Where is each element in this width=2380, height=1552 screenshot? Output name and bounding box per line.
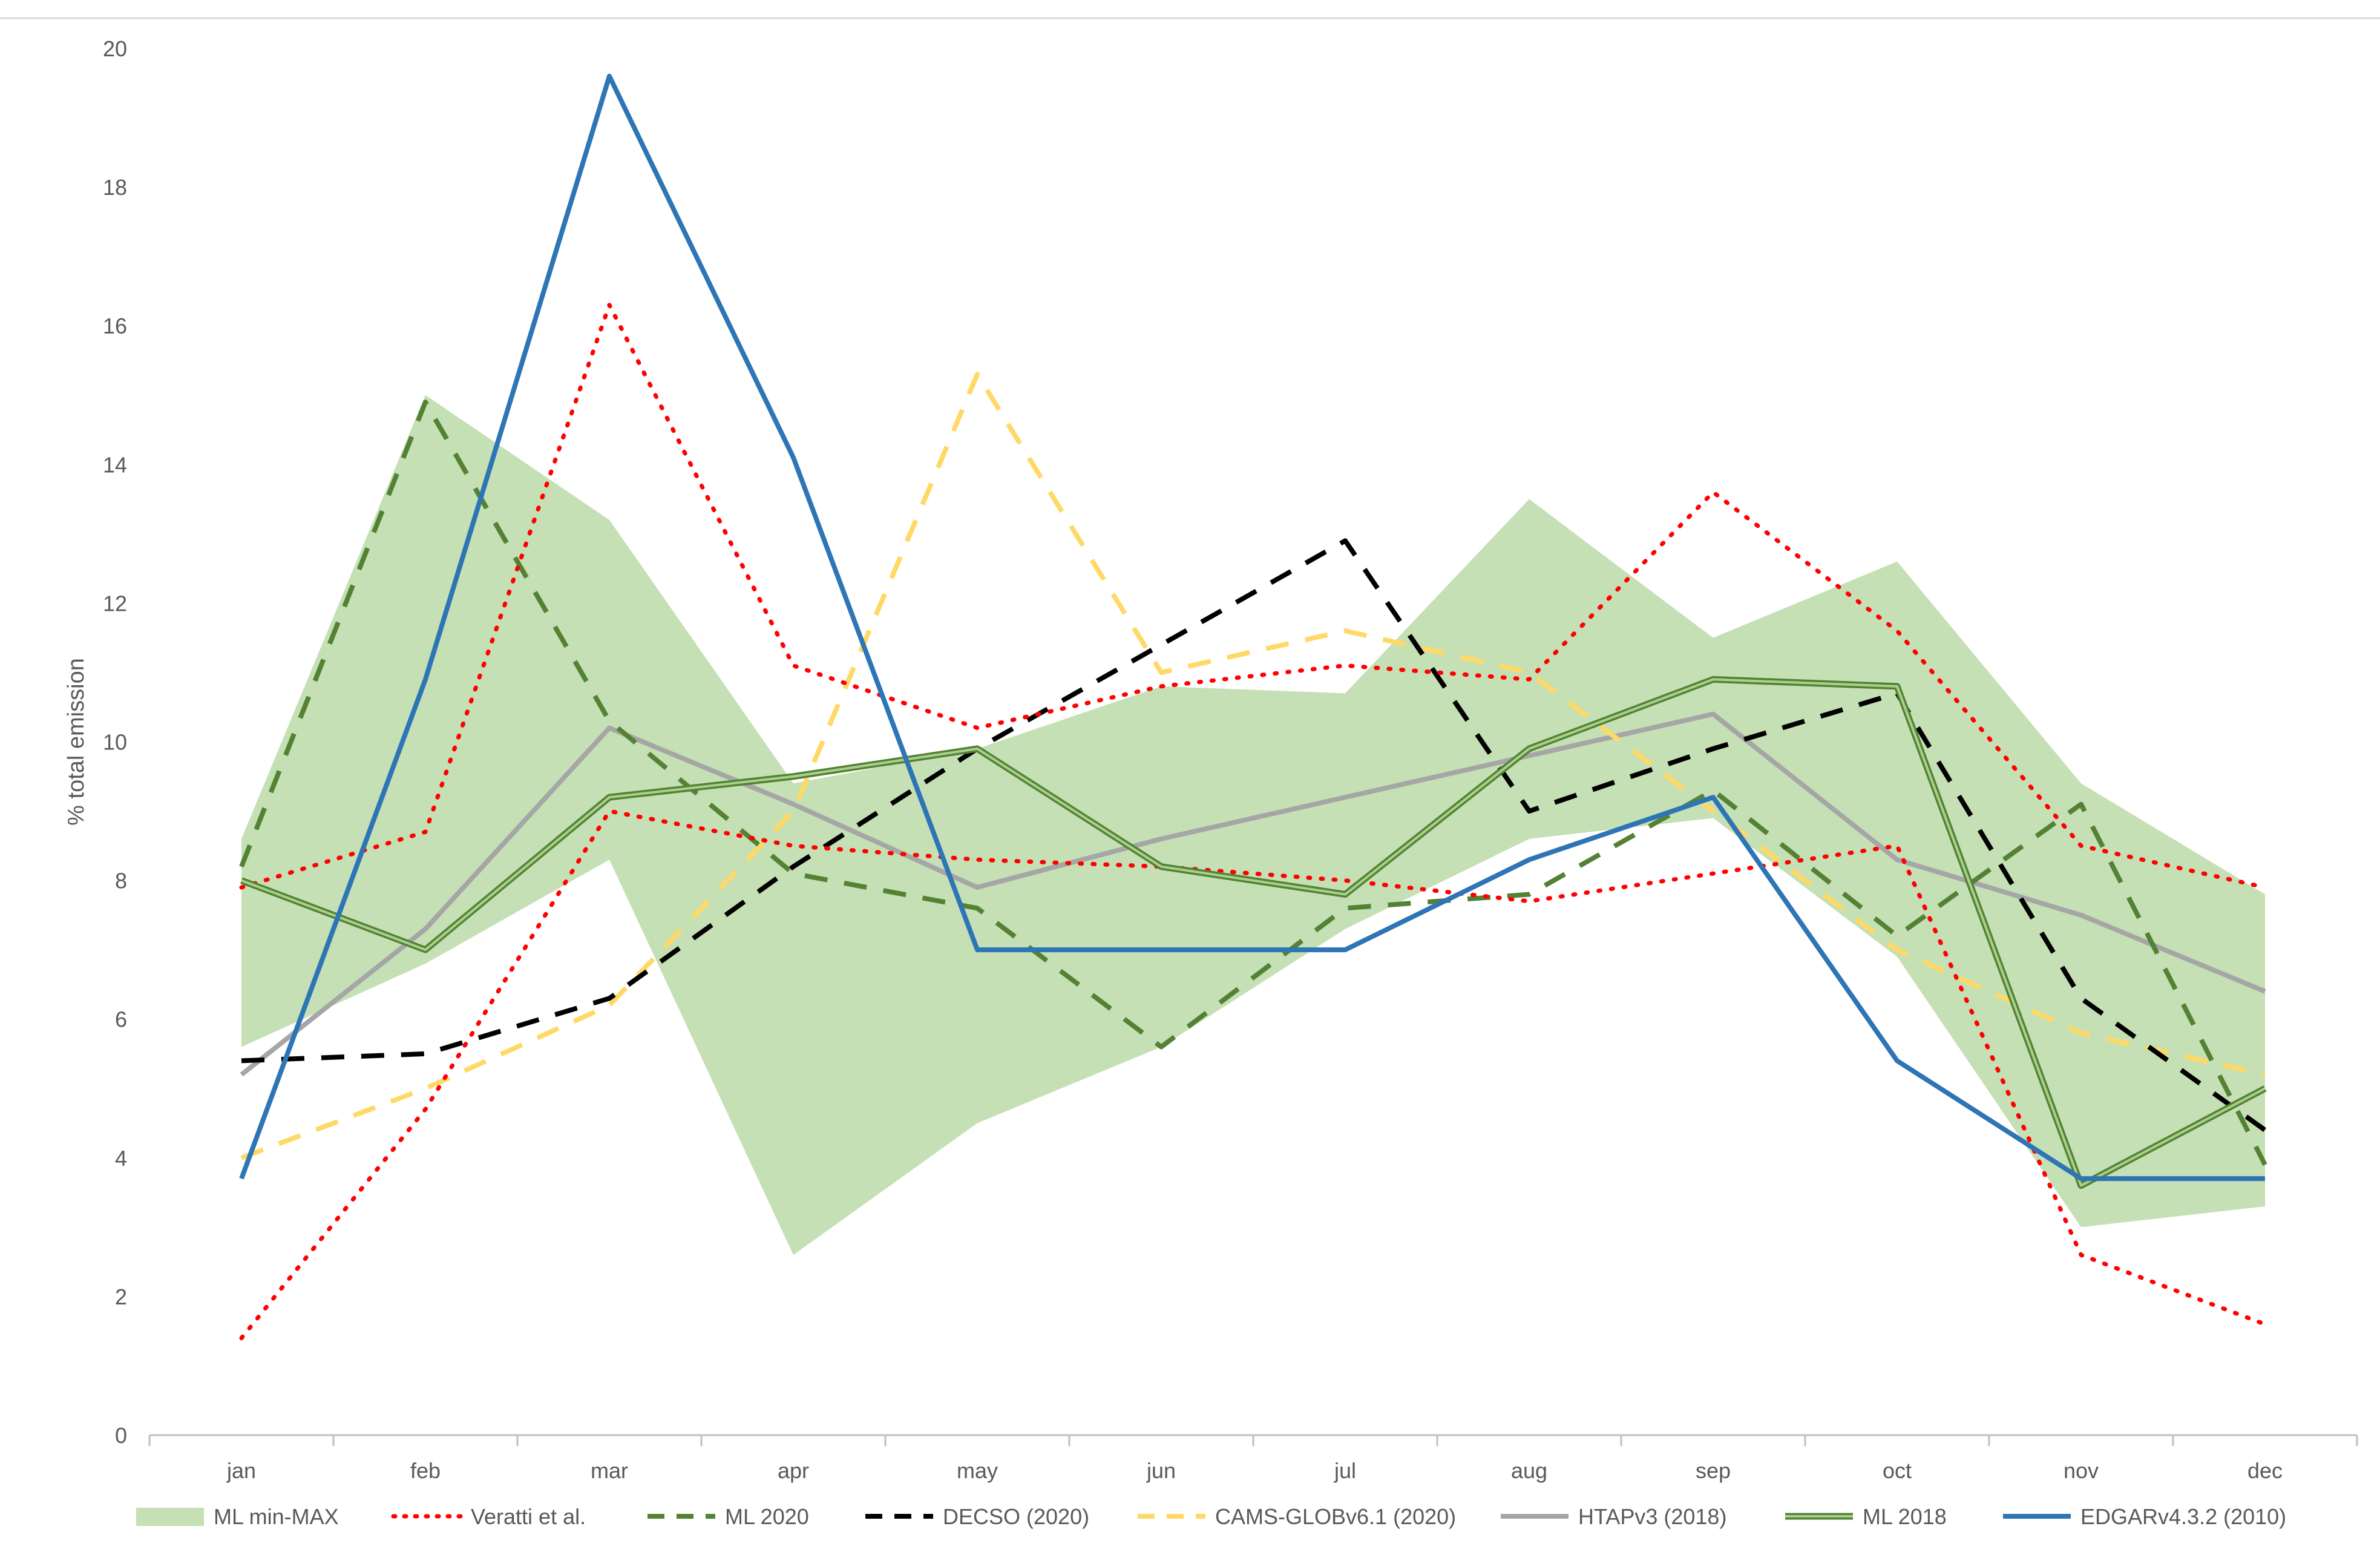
ml-min-max-band-layer xyxy=(241,395,2265,1255)
legend-label: DECSO (2020) xyxy=(943,1504,1089,1529)
x-tick-label-mar: mar xyxy=(591,1458,628,1483)
series-layer xyxy=(239,73,2267,1341)
legend-item-veratti-et-al: Veratti et al. xyxy=(391,1504,586,1529)
x-tick-label-may: may xyxy=(957,1458,998,1483)
legend-item-ml-min-max: ML min-MAX xyxy=(136,1504,339,1529)
series-line-veratti-et-al-lower xyxy=(239,809,2267,1341)
series-line-ml-2018 xyxy=(241,678,2266,1187)
series-line-veratti-et-al xyxy=(239,303,2267,890)
axis-layer: jan feb mar apr may jun jul aug sep oct nov dec 0 2 4 6… xyxy=(103,36,2358,1483)
legend: ML min-MAX Veratti et al. ML 2020 DECSO (20… xyxy=(136,1504,2286,1529)
series-line-decso-2020 xyxy=(241,538,2267,1133)
series-line-cams-globv6-1-2020 xyxy=(240,372,2266,1160)
x-tick-label-feb: feb xyxy=(410,1458,441,1483)
ml-min-max-band xyxy=(241,395,2265,1255)
legend-label: ML min-MAX xyxy=(214,1504,339,1529)
x-tick-label-apr: apr xyxy=(778,1458,809,1483)
legend-item-ml-2020: ML 2020 xyxy=(647,1504,809,1529)
y-tick-label-12: 12 xyxy=(103,591,127,616)
y-tick-label-2: 2 xyxy=(115,1284,127,1309)
series-line-ml-2020 xyxy=(239,400,2267,1166)
y-tick-label-4: 4 xyxy=(115,1146,127,1171)
x-tick-label-nov: nov xyxy=(2064,1458,2099,1483)
y-tick-label-14: 14 xyxy=(103,452,127,477)
legend-label: ML 2018 xyxy=(1863,1504,1947,1529)
legend-label: Veratti et al. xyxy=(471,1504,586,1529)
x-tick-label-jun: jun xyxy=(1146,1458,1176,1483)
y-axis-label: % total emission xyxy=(64,658,89,826)
legend-label: HTAPv3 (2018) xyxy=(1578,1504,1726,1529)
x-tick-label-oct: oct xyxy=(1883,1458,1912,1483)
x-tick-label-aug: aug xyxy=(1511,1458,1547,1483)
y-tick-label-20: 20 xyxy=(103,36,127,61)
y-tick-label-10: 10 xyxy=(103,730,127,755)
legend-item-cams-globv6-1-2020: CAMS-GLOBv6.1 (2020) xyxy=(1138,1504,1456,1529)
x-tick-label-sep: sep xyxy=(1696,1458,1731,1483)
y-tick-label-16: 16 xyxy=(103,314,127,338)
legend-label: EDGARv4.3.2 (2010) xyxy=(2080,1504,2286,1529)
x-tick-label-jul: jul xyxy=(1334,1458,1356,1483)
y-tick-label-18: 18 xyxy=(103,175,127,200)
x-tick-label-jan: jan xyxy=(226,1458,256,1483)
y-tick-label-8: 8 xyxy=(115,869,127,893)
series-line-htapv3-2018 xyxy=(240,711,2266,1077)
legend-item-ml-2018: ML 2018 xyxy=(1785,1504,1947,1529)
legend-item-htapv3-2018: HTAPv3 (2018) xyxy=(1501,1504,1726,1529)
legend-item-decso-2020: DECSO (2020) xyxy=(865,1504,1089,1529)
legend-label: ML 2020 xyxy=(725,1504,809,1529)
y-tick-label-0: 0 xyxy=(115,1423,127,1448)
legend-swatch-band xyxy=(136,1508,204,1526)
y-tick-label-6: 6 xyxy=(115,1007,127,1032)
x-tick-label-dec: dec xyxy=(2247,1458,2283,1483)
series-line-edgarv4-3-2-2010 xyxy=(239,73,2265,1182)
legend-label: CAMS-GLOBv6.1 (2020) xyxy=(1215,1504,1456,1529)
legend-item-edgarv4-3-2-2010: EDGARv4.3.2 (2010) xyxy=(2003,1504,2286,1529)
